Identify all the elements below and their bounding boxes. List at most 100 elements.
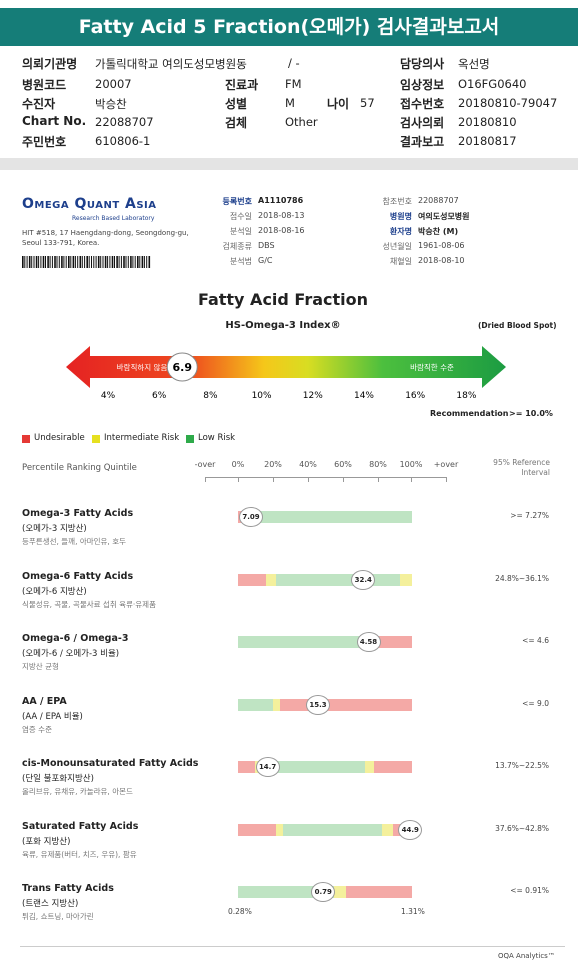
gauge: 바람직하지 않음 바람직한 수준 4% 6% 8% 10% 12% 14% 16% 18% 6.…: [66, 346, 506, 401]
sample-note: (Dried Blood Spot): [478, 321, 557, 330]
lab-address: HIT #518, 17 Haengdang-dong, Seongdong-g…: [22, 229, 189, 247]
range-segment: [399, 573, 412, 586]
info-label: 진료과: [225, 78, 259, 92]
range-segment: [238, 636, 364, 648]
barcode-bar: [61, 256, 63, 268]
info-value: 22088707: [95, 115, 154, 129]
range-segment: [238, 886, 334, 898]
range-max: 1.31%: [401, 907, 425, 916]
info-value: 옥선명: [458, 57, 490, 71]
barcode-bar: [118, 256, 120, 268]
barcode-bar: [100, 256, 102, 268]
barcode-bar: [56, 256, 58, 268]
column-label: +over: [433, 460, 459, 469]
column-label: 60%: [334, 460, 352, 469]
gauge-tick-label: 16%: [405, 391, 425, 401]
meta-label: 병원명: [389, 212, 412, 221]
range-segment: [238, 698, 273, 711]
barcode-bar: [109, 256, 111, 268]
row-reference: >= 7.27%: [510, 511, 549, 520]
meta-value: 1961-08-06: [418, 241, 465, 250]
range-segment: [283, 823, 383, 836]
lab-tagline: Research Based Laboratory: [72, 215, 155, 222]
meta-label: 접수일: [229, 212, 252, 221]
info-label: 병원코드: [22, 78, 67, 92]
barcode-bar: [137, 256, 139, 268]
value-marker: 0.79: [311, 882, 336, 902]
info-value: FM: [285, 77, 302, 91]
row-name: AA / EPA: [22, 695, 67, 707]
barcode-bar: [93, 256, 95, 268]
meta-value: 22088707: [418, 196, 459, 205]
gauge-tick-label: 12%: [303, 391, 323, 401]
legend-label: Undesirable: [34, 433, 85, 443]
lab-name: Omega Quant Asia: [22, 196, 157, 212]
info-label: Chart No.: [22, 114, 87, 128]
meta-value: 2018-08-16: [258, 226, 305, 235]
gauge-value: 6.9: [172, 361, 192, 374]
meta-label: 분석법: [229, 257, 252, 266]
value-marker: 15.3: [306, 694, 331, 715]
row-name: Omega-6 Fatty Acids: [22, 570, 134, 582]
row-korean: (오메가-3 지방산): [22, 524, 87, 534]
info-value: / -: [288, 56, 300, 70]
range-segment: [370, 636, 412, 648]
row-reference: 13.7%~22.5%: [495, 761, 549, 770]
barcode-bar: [47, 256, 49, 268]
info-label: 담당의사: [400, 57, 445, 71]
column-label: -over: [194, 460, 216, 469]
report-title: Fatty Acid 5 Fraction(오메가) 검사결과보고서: [0, 8, 578, 46]
barcode-bar: [97, 256, 100, 268]
meta-value: 2018-08-13: [258, 211, 305, 220]
range-segment: [373, 761, 412, 773]
barcode-bar: [24, 256, 26, 268]
footer: OQA Analytics™: [498, 952, 555, 960]
barcode-bar: [146, 256, 148, 268]
info-label: 수진자: [22, 97, 56, 111]
info-value: 20180810-79047: [458, 96, 558, 110]
meta-label: 검체종류: [222, 242, 252, 251]
info-label: 결과보고: [400, 135, 445, 149]
info-label: 접수번호: [400, 97, 445, 111]
gauge-tick-label: 10%: [252, 391, 272, 401]
gauge-tick-label: 18%: [456, 391, 476, 401]
meta-label: 분석일: [229, 227, 252, 236]
range-segment: [272, 698, 280, 711]
row-description: 식물성유, 곡물, 곡물사료 섭취 육류·유제품: [22, 599, 156, 609]
legend-label: Intermediate Risk: [104, 433, 180, 443]
range-bar: 15.3: [238, 694, 412, 715]
gauge-tick-label: 8%: [203, 391, 218, 401]
row-description: 지방산 균형: [22, 662, 59, 671]
info-label: 나이: [327, 97, 350, 111]
scale-line: [205, 477, 446, 478]
row-korean: (오메가-6 / 오메가-3 비율): [22, 649, 120, 659]
column-tick: [205, 477, 206, 482]
barcode-bar: [63, 256, 65, 268]
range-segment: [265, 573, 277, 586]
range-bar: 32.4: [238, 569, 412, 590]
barcode-bar: [107, 256, 109, 268]
barcode-bar: [132, 256, 134, 268]
info-value: O16FG0640: [458, 77, 527, 91]
row-reference: <= 0.91%: [510, 886, 549, 895]
info-value: 가톨릭대학교 여의도성모병원동: [95, 57, 247, 71]
barcode-bar: [45, 256, 46, 268]
index-name: HS-Omega-3 Index®: [225, 320, 341, 331]
barcode-bar: [38, 256, 40, 268]
barcode-bar: [125, 256, 127, 268]
range-segment: [238, 823, 277, 836]
info-value: 박승찬: [95, 97, 127, 111]
barcode-bar: [31, 256, 33, 268]
meta-label: 성년월일: [382, 242, 412, 251]
value-marker: 32.4: [351, 569, 376, 590]
legend-swatch: [186, 435, 194, 443]
barcode-bar: [134, 256, 136, 268]
barcode-bar: [95, 256, 97, 268]
meta-value: 2018-08-10: [418, 256, 465, 265]
info-label: 주민번호: [22, 135, 67, 149]
column-label: 100%: [399, 460, 423, 469]
row-reference: <= 9.0: [522, 698, 549, 708]
barcode-bar: [40, 256, 42, 268]
value-marker: 44.9: [398, 819, 423, 840]
